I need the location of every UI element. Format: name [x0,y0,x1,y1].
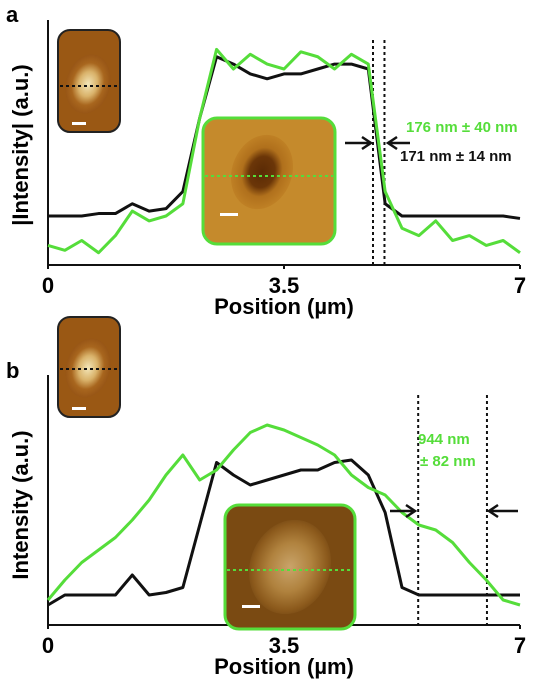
scale-bar [72,122,86,125]
insets [58,30,355,629]
scale-bar [242,605,260,608]
arrow [345,137,371,149]
annotation: 944 nm [418,431,470,448]
x-axis-label: Position (µm) [214,654,354,679]
panel-label: a [6,2,19,27]
x-tick-label: 0 [42,633,54,658]
y-axis-label: Intensity (a.u.) [8,430,33,579]
panel-label: b [6,358,19,383]
x-tick-label: 0 [42,273,54,298]
figure: 03.57Position (µm)|Intensity| (a.u.)a03.… [0,0,541,690]
arrow [489,505,518,517]
scale-bar [72,407,86,410]
x-tick-label: 7 [514,633,526,658]
arrow [390,505,415,517]
annotation: ± 82 nm [420,453,476,470]
y-axis-label: |Intensity| (a.u.) [8,64,33,225]
scale-bar [220,213,238,216]
x-axis-label: Position (µm) [214,294,354,319]
x-tick-label: 7 [514,273,526,298]
annotation: 171 nm ± 14 nm [400,148,512,165]
annotation: 176 nm ± 40 nm [406,119,518,136]
